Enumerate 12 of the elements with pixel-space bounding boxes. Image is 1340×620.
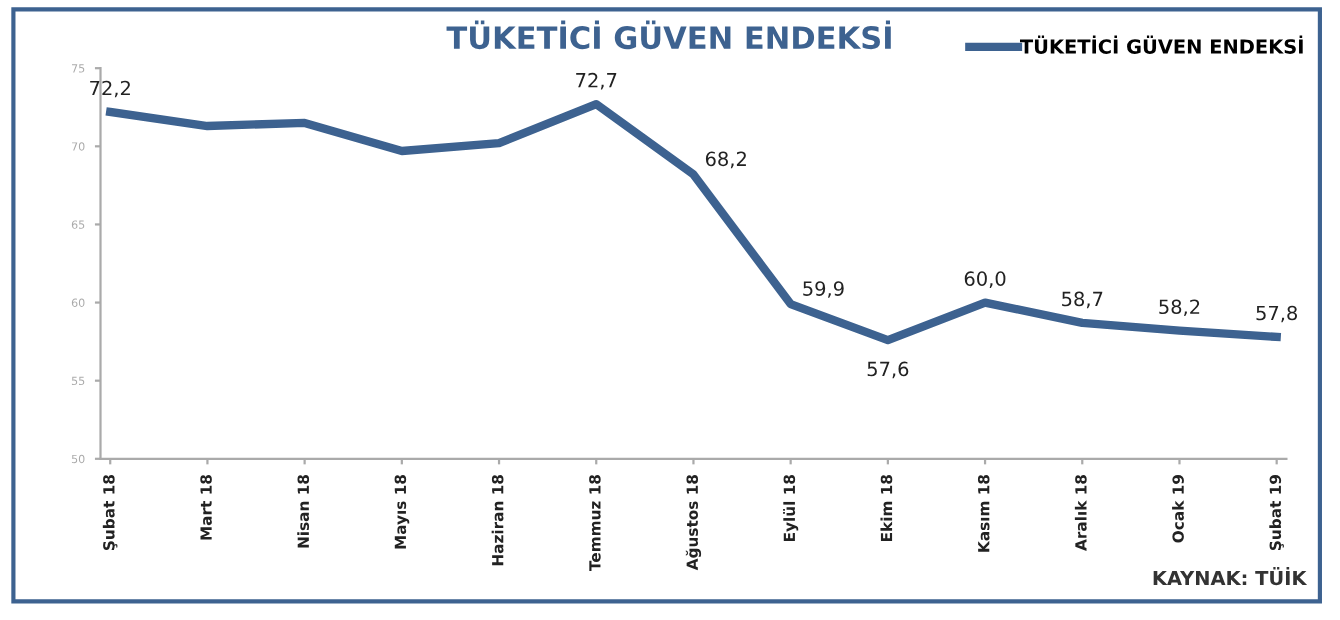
data-label: 59,9 bbox=[803, 281, 844, 298]
data-label: 68,2 bbox=[705, 151, 746, 169]
data-label: 58,2 bbox=[1159, 299, 1200, 317]
data-label: 72,2 bbox=[90, 80, 130, 98]
data-label: 58,7 bbox=[1062, 291, 1103, 309]
legend-label: TÜKETİCİ GÜVEN ENDEKSİ bbox=[1019, 35, 1303, 54]
text: KAYNAK: TÜİK bbox=[1153, 567, 1308, 586]
data-label: 60,0 bbox=[964, 271, 1006, 288]
chart-title: TÜKETİCİ GÜVEN ENDEKSİ bbox=[446, 20, 891, 50]
data-label: 57,6 bbox=[867, 361, 909, 379]
data-label: 57,8 bbox=[1256, 305, 1297, 323]
data-label: 72,7 bbox=[576, 72, 617, 90]
